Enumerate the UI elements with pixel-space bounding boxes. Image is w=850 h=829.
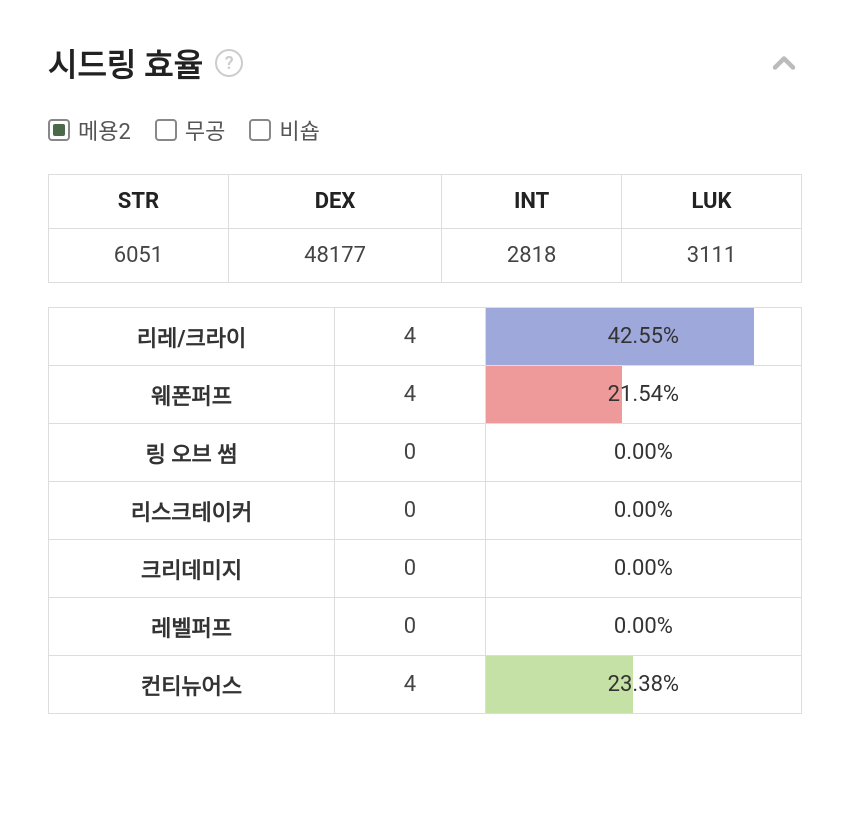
stats-header-dex: DEX: [228, 175, 441, 229]
ring-efficiency-cell: 42.55%: [485, 308, 801, 366]
ring-name: 레벨퍼프: [49, 598, 335, 656]
ring-efficiency-cell: 23.38%: [485, 656, 801, 714]
table-row: 웨폰퍼프4 21.54%: [49, 366, 802, 424]
efficiency-percent: 21.54%: [608, 382, 679, 407]
title-group: 시드링 효율 ?: [48, 40, 243, 86]
ring-efficiency-cell: 21.54%: [485, 366, 801, 424]
checkbox-row: 메용2 무공 비숍: [48, 114, 802, 146]
collapse-chevron-icon[interactable]: [766, 45, 802, 81]
checkbox-2[interactable]: 비숍: [249, 114, 319, 146]
seed-ring-efficiency-panel: 시드링 효율 ? 메용2무공비숍 STRDEXINTLUK 6051481772…: [0, 0, 850, 758]
table-row: 리레/크라이4 42.55%: [49, 308, 802, 366]
ring-level: 0: [335, 540, 486, 598]
panel-title: 시드링 효율: [48, 40, 203, 86]
checkbox-1[interactable]: 무공: [155, 114, 225, 146]
table-row: 링 오브 썸0 0.00%: [49, 424, 802, 482]
stats-value: 2818: [442, 229, 622, 283]
efficiency-percent: 42.55%: [608, 324, 679, 349]
stats-table: STRDEXINTLUK 60514817728183111: [48, 174, 802, 283]
stats-value: 3111: [622, 229, 802, 283]
ring-level: 0: [335, 424, 486, 482]
ring-name: 컨티뉴어스: [49, 656, 335, 714]
ring-efficiency-cell: 0.00%: [485, 598, 801, 656]
checkbox-label: 메용2: [78, 114, 131, 146]
efficiency-percent: 0.00%: [614, 440, 673, 465]
ring-efficiency-cell: 0.00%: [485, 540, 801, 598]
stats-header-luk: LUK: [622, 175, 802, 229]
help-icon[interactable]: ?: [215, 49, 243, 77]
ring-name: 링 오브 썸: [49, 424, 335, 482]
ring-name: 리레/크라이: [49, 308, 335, 366]
stats-header-int: INT: [442, 175, 622, 229]
ring-level: 4: [335, 656, 486, 714]
checkbox-label: 무공: [185, 114, 225, 146]
checkbox-box-icon[interactable]: [249, 119, 271, 141]
table-row: 레벨퍼프0 0.00%: [49, 598, 802, 656]
ring-name: 크리데미지: [49, 540, 335, 598]
efficiency-percent: 0.00%: [614, 556, 673, 581]
panel-header: 시드링 효율 ?: [48, 40, 802, 86]
efficiency-percent: 0.00%: [614, 614, 673, 639]
stats-value: 6051: [49, 229, 229, 283]
table-row: 리스크테이커0 0.00%: [49, 482, 802, 540]
efficiency-percent: 23.38%: [608, 672, 679, 697]
checkbox-0[interactable]: 메용2: [48, 114, 131, 146]
stats-header-str: STR: [49, 175, 229, 229]
ring-efficiency-cell: 0.00%: [485, 424, 801, 482]
efficiency-percent: 0.00%: [614, 498, 673, 523]
ring-name: 리스크테이커: [49, 482, 335, 540]
ring-level: 4: [335, 308, 486, 366]
ring-level: 0: [335, 598, 486, 656]
table-row: 컨티뉴어스4 23.38%: [49, 656, 802, 714]
table-row: 크리데미지0 0.00%: [49, 540, 802, 598]
efficiency-table: 리레/크라이442.55%웨폰퍼프421.54%링 오브 썸00.00%리스크테…: [48, 307, 802, 714]
ring-level: 4: [335, 366, 486, 424]
ring-name: 웨폰퍼프: [49, 366, 335, 424]
ring-efficiency-cell: 0.00%: [485, 482, 801, 540]
efficiency-bar: [486, 366, 622, 423]
ring-level: 0: [335, 482, 486, 540]
checkbox-box-icon[interactable]: [48, 119, 70, 141]
checkbox-label: 비숍: [279, 114, 319, 146]
checkbox-box-icon[interactable]: [155, 119, 177, 141]
stats-value: 48177: [228, 229, 441, 283]
